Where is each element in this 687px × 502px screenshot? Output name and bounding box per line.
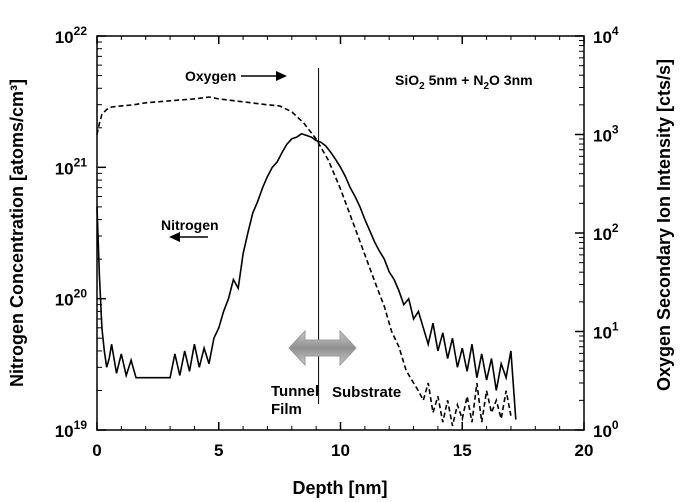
x-tick-label: 0 — [92, 441, 101, 460]
y-right-tick-label: 104 — [593, 24, 619, 47]
x-tick-label: 20 — [575, 441, 594, 460]
right-arrow-icon — [241, 71, 287, 81]
y-right-tick-label: 102 — [593, 221, 619, 244]
y-right-tick-label: 100 — [593, 418, 619, 441]
y-axis-left-title: Nitrogen Concentration [atoms/cm³] — [7, 79, 27, 387]
x-tick-label: 15 — [453, 441, 472, 460]
x-tick-label: 5 — [214, 441, 223, 460]
left-arrow-icon — [169, 232, 208, 242]
y-left-tick-label: 1020 — [55, 287, 88, 310]
annotation-nitrogen-label: Nitrogen — [161, 217, 219, 233]
y-right-tick-label: 103 — [593, 123, 619, 146]
x-tick-label: 10 — [331, 441, 350, 460]
y-axis-right-title: Oxygen Secondary Ion Intensity [cts/s] — [654, 59, 674, 391]
plot-frame — [96, 35, 585, 431]
double-arrow-icon — [288, 329, 357, 367]
x-axis-title: Depth [nm] — [293, 478, 388, 498]
series-oxygen-dashed — [96, 96, 512, 427]
axis-tick-labels: 0 5 10 15 20 1019 1020 1021 1022 100 101 102 103 104 — [55, 24, 619, 460]
annotation-film-label: Film — [271, 401, 302, 418]
annotation-oxygen-label: Oxygen — [185, 68, 236, 84]
series-nitrogen-solid — [96, 132, 517, 420]
annotation-tunnel-label: Tunnel — [271, 383, 319, 400]
annotation-substrate-label: Substrate — [332, 384, 401, 401]
annotation-sample-label: SiO2 5nm + N2O 3nm — [395, 72, 533, 92]
y-left-tick-label: 1021 — [55, 155, 88, 178]
y-right-tick-label: 101 — [593, 320, 619, 343]
y-left-tick-label: 1022 — [55, 24, 88, 47]
y-left-tick-label: 1019 — [55, 418, 88, 441]
axis-ticks — [96, 35, 585, 431]
